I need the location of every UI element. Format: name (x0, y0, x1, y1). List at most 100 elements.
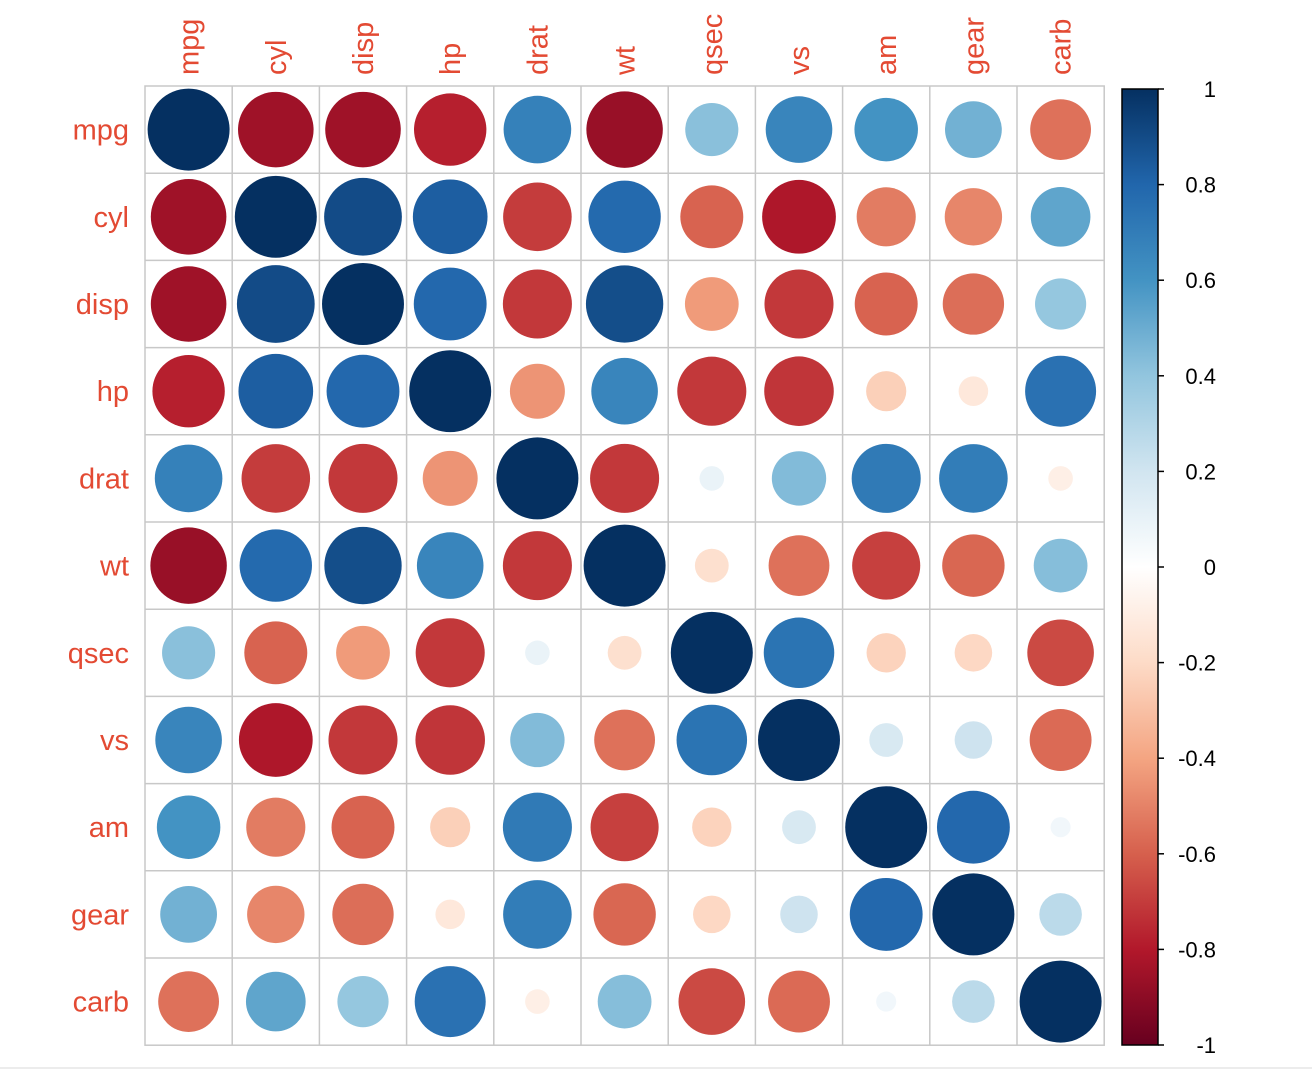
corr-circle-am-cyl (246, 797, 306, 857)
corr-circle-wt-vs (768, 535, 830, 596)
corr-circle-disp-mpg (150, 266, 227, 342)
corr-circle-drat-gear (939, 444, 1008, 513)
column-labels: mpg cyl disp hp drat wt qsec vs am gear carb (174, 14, 1078, 76)
corr-circle-vs-vs (758, 699, 840, 781)
corr-circle-qsec-vs (763, 617, 835, 689)
corr-circle-hp-cyl (238, 353, 314, 429)
corr-circle-hp-mpg (152, 355, 225, 428)
corr-circle-drat-mpg (154, 444, 223, 513)
corr-circle-hp-qsec (677, 356, 747, 426)
corr-circle-wt-cyl (239, 529, 312, 602)
column-label-hp: hp (435, 43, 467, 75)
corr-circle-cyl-gear (944, 188, 1003, 246)
row-label-hp: hp (97, 376, 129, 408)
corr-circle-disp-drat (502, 269, 572, 339)
corr-circle-disp-cyl (236, 265, 315, 343)
corr-circle-carb-qsec (678, 968, 746, 1035)
corr-circle-carb-gear (952, 980, 995, 1023)
column-label-disp: disp (348, 22, 380, 75)
corr-circle-drat-carb (1048, 466, 1073, 491)
corr-circle-cyl-vs (762, 179, 836, 254)
row-label-mpg: mpg (73, 115, 129, 147)
corr-circle-cyl-drat (503, 182, 572, 252)
corr-circle-gear-vs (780, 895, 818, 934)
corr-circle-drat-vs (771, 451, 827, 506)
row-label-drat: drat (79, 463, 129, 495)
corr-circle-mpg-gear (945, 101, 1002, 158)
corr-circle-disp-hp (413, 267, 487, 341)
corr-circle-carb-vs (768, 970, 830, 1033)
corr-circle-disp-disp (322, 263, 404, 345)
corr-circle-gear-wt (593, 883, 656, 946)
column-label-carb: carb (1046, 19, 1078, 75)
corr-circle-qsec-mpg (162, 626, 216, 680)
corr-circle-disp-qsec (684, 277, 739, 331)
corr-circle-cyl-cyl (234, 175, 317, 258)
corr-circle-carb-mpg (158, 971, 219, 1032)
corr-circle-carb-am (876, 991, 897, 1012)
corr-circle-hp-gear (958, 376, 989, 406)
column-label-am: am (871, 35, 903, 75)
colorbar-tick-label: 0.4 (1185, 364, 1216, 389)
corr-circle-mpg-hp (414, 93, 487, 166)
corr-circle-mpg-wt (586, 91, 663, 168)
corr-circle-cyl-am (856, 187, 916, 247)
corr-circle-hp-hp (409, 350, 492, 433)
corr-circle-vs-cyl (238, 703, 313, 777)
corr-circle-am-carb (1050, 817, 1071, 838)
colorbar: 1 0.8 0.6 0.4 0.2 0 -0.2 -0.4 -0.6 -0.8 -1 (1121, 77, 1216, 1058)
corr-circle-wt-wt (583, 524, 666, 607)
corr-circle-qsec-carb (1027, 619, 1094, 687)
corr-circle-disp-wt (585, 265, 664, 343)
corr-circle-vs-drat (510, 712, 565, 768)
corr-circle-qsec-cyl (244, 621, 308, 685)
corr-circle-carb-disp (337, 976, 389, 1028)
corr-circle-hp-drat (509, 363, 565, 419)
corr-circle-am-drat (502, 792, 572, 862)
corr-circle-qsec-hp (415, 618, 485, 688)
corr-circle-qsec-wt (607, 635, 642, 670)
corr-circle-hp-am (866, 371, 907, 412)
corr-circle-drat-am (851, 443, 921, 513)
corr-circle-hp-vs (764, 356, 834, 426)
corr-circle-gear-gear (932, 873, 1015, 956)
row-label-cyl: cyl (94, 202, 129, 234)
corr-circle-mpg-mpg (147, 88, 230, 171)
corr-circle-drat-hp (422, 450, 478, 506)
corr-circle-vs-disp (328, 705, 398, 775)
corr-circle-wt-am (852, 531, 921, 600)
corr-circle-cyl-carb (1030, 186, 1091, 247)
row-label-am: am (89, 812, 129, 844)
row-label-gear: gear (71, 899, 129, 931)
corr-circle-cyl-mpg (150, 179, 227, 255)
corr-circle-drat-drat (496, 437, 579, 520)
colorbar-tick-label: -0.8 (1178, 937, 1216, 962)
corr-circle-am-mpg (156, 795, 221, 859)
colorbar-tick-label: -0.6 (1178, 842, 1216, 867)
corr-circle-carb-hp (414, 966, 486, 1038)
corr-circle-qsec-am (866, 633, 906, 673)
corr-circle-wt-mpg (150, 527, 227, 604)
row-label-vs: vs (100, 725, 129, 757)
row-label-qsec: qsec (68, 638, 129, 670)
corr-circle-gear-qsec (693, 895, 731, 934)
corr-circle-cyl-hp (412, 179, 488, 255)
colorbar-tick-label: 0.2 (1185, 459, 1216, 484)
corr-circle-qsec-disp (336, 625, 390, 680)
corr-circle-mpg-cyl (238, 91, 314, 168)
corr-circle-gear-disp (332, 883, 394, 946)
corr-circle-drat-wt (590, 443, 660, 513)
corr-circle-drat-qsec (699, 466, 725, 491)
corr-circle-qsec-qsec (670, 611, 753, 694)
corr-circle-wt-disp (324, 526, 402, 605)
corr-circle-carb-cyl (245, 971, 306, 1032)
corr-circle-wt-drat (502, 531, 572, 601)
corr-circle-mpg-disp (325, 91, 401, 168)
corr-circle-disp-vs (764, 269, 834, 339)
row-label-wt: wt (99, 551, 129, 583)
corr-circle-hp-disp (326, 354, 400, 428)
colorbar-tick-label: 0 (1204, 555, 1216, 580)
corr-circle-carb-wt (597, 974, 652, 1029)
corr-circle-am-vs (782, 810, 816, 845)
